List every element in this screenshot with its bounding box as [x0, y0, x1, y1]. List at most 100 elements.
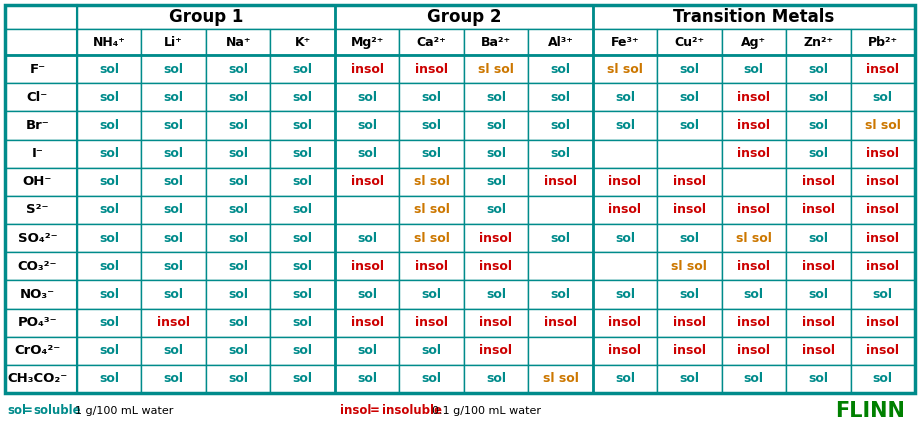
- Bar: [5, 224, 77, 252]
- Bar: [77, 224, 142, 252]
- Bar: [720, 55, 785, 83]
- Bar: [270, 83, 335, 111]
- Bar: [656, 252, 720, 280]
- Text: sol: sol: [164, 147, 184, 160]
- Bar: [142, 309, 206, 337]
- Bar: [142, 168, 206, 196]
- Bar: [463, 252, 528, 280]
- Bar: [335, 5, 592, 29]
- Text: sol: sol: [485, 204, 505, 216]
- Text: insol: insol: [479, 316, 512, 329]
- Text: insol: insol: [866, 316, 898, 329]
- Bar: [463, 224, 528, 252]
- Bar: [142, 337, 206, 365]
- Text: sol: sol: [357, 147, 377, 160]
- Bar: [785, 224, 849, 252]
- Bar: [399, 111, 463, 139]
- Bar: [5, 139, 77, 168]
- Bar: [142, 365, 206, 393]
- Bar: [528, 196, 592, 224]
- Bar: [463, 111, 528, 139]
- Text: sl sol: sl sol: [478, 62, 514, 76]
- Text: sol: sol: [421, 119, 441, 132]
- Bar: [77, 29, 142, 55]
- Text: sol: sol: [808, 288, 827, 301]
- Text: K⁺: K⁺: [294, 36, 311, 48]
- Bar: [5, 111, 77, 139]
- Bar: [335, 196, 399, 224]
- Bar: [656, 55, 720, 83]
- Text: insol: insol: [414, 260, 448, 273]
- Bar: [206, 252, 270, 280]
- Bar: [399, 29, 463, 55]
- Text: Cu²⁺: Cu²⁺: [674, 36, 704, 48]
- Bar: [77, 196, 142, 224]
- Bar: [849, 280, 914, 309]
- Bar: [592, 224, 656, 252]
- Text: sol: sol: [743, 288, 763, 301]
- Bar: [270, 309, 335, 337]
- Text: soluble: soluble: [33, 405, 81, 417]
- Text: insol: insol: [350, 175, 383, 188]
- Bar: [592, 5, 914, 29]
- Text: sol: sol: [292, 344, 312, 357]
- Text: Na⁺: Na⁺: [225, 36, 251, 48]
- Bar: [270, 168, 335, 196]
- Bar: [142, 224, 206, 252]
- Bar: [77, 83, 142, 111]
- Text: insol: insol: [736, 316, 769, 329]
- Bar: [142, 280, 206, 309]
- Text: sol: sol: [808, 147, 827, 160]
- Bar: [656, 280, 720, 309]
- Text: sol: sol: [99, 91, 119, 104]
- Bar: [335, 337, 399, 365]
- Text: insol: insol: [801, 344, 834, 357]
- Bar: [399, 365, 463, 393]
- Bar: [5, 337, 77, 365]
- Bar: [592, 111, 656, 139]
- Bar: [5, 196, 77, 224]
- Bar: [720, 168, 785, 196]
- Bar: [592, 252, 656, 280]
- Text: sol: sol: [99, 288, 119, 301]
- Bar: [656, 309, 720, 337]
- Bar: [399, 196, 463, 224]
- Text: sol: sol: [614, 288, 634, 301]
- Bar: [849, 365, 914, 393]
- Bar: [463, 168, 528, 196]
- Text: sol: sol: [164, 372, 184, 385]
- Bar: [142, 252, 206, 280]
- Bar: [463, 139, 528, 168]
- Text: insol: insol: [672, 204, 705, 216]
- Text: insol: insol: [736, 119, 769, 132]
- Bar: [270, 111, 335, 139]
- Text: sol: sol: [678, 119, 698, 132]
- Text: sol: sol: [164, 344, 184, 357]
- Bar: [5, 252, 77, 280]
- Bar: [77, 55, 142, 83]
- Bar: [720, 309, 785, 337]
- Text: PO₄³⁻: PO₄³⁻: [17, 316, 57, 329]
- Bar: [656, 83, 720, 111]
- Text: sol: sol: [357, 372, 377, 385]
- Bar: [206, 55, 270, 83]
- Text: sol: sol: [164, 260, 184, 273]
- Bar: [399, 280, 463, 309]
- Text: sol: sol: [743, 372, 763, 385]
- Text: insol: insol: [607, 175, 641, 188]
- Text: sol: sol: [485, 91, 505, 104]
- Text: Li⁺: Li⁺: [165, 36, 183, 48]
- Text: insol: insol: [866, 62, 898, 76]
- Text: insol: insol: [736, 147, 769, 160]
- Text: sol: sol: [485, 372, 505, 385]
- Bar: [335, 252, 399, 280]
- Bar: [463, 196, 528, 224]
- Text: sol: sol: [614, 232, 634, 244]
- Text: Ba²⁺: Ba²⁺: [481, 36, 511, 48]
- Text: CH₃CO₂⁻: CH₃CO₂⁻: [7, 372, 67, 385]
- Bar: [77, 168, 142, 196]
- Text: sol: sol: [228, 316, 248, 329]
- Text: sol: sol: [292, 260, 312, 273]
- Bar: [399, 168, 463, 196]
- Text: Al³⁺: Al³⁺: [547, 36, 573, 48]
